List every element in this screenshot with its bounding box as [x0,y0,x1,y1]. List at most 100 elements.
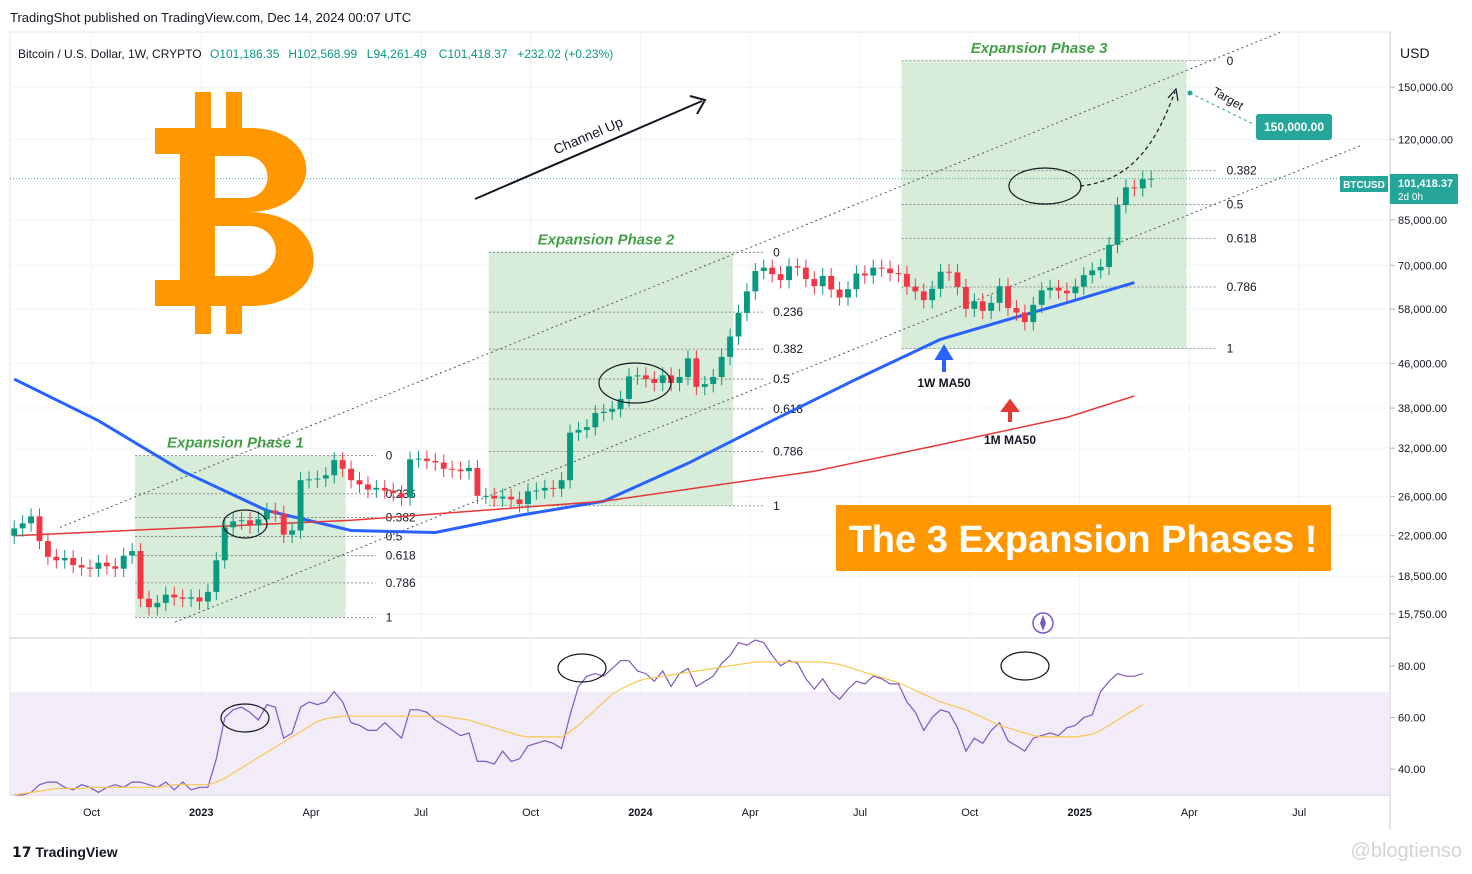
time-tick-label: Oct [83,807,100,819]
symbol-badge-label: BTCUSD [1343,180,1385,191]
fib-level-label: 0.5 [1227,198,1244,212]
candle-body [752,271,759,292]
phase-title: Expansion Phase 3 [971,40,1108,57]
candle-body [1122,187,1129,206]
candle-body [204,591,211,602]
candle-body [162,594,169,603]
candle-body [213,560,220,592]
candle-body [946,271,952,273]
candle-body [685,358,691,377]
candle-body [103,562,110,567]
price-tick-label: 22,000.00 [1398,531,1447,543]
ma50-monthly-arrow [1000,398,1020,422]
candle-body [154,602,161,608]
candle-body [668,375,675,383]
candle-body [1030,304,1037,323]
price-tick-label: 18,500.00 [1398,571,1447,583]
candle-body [398,493,405,498]
tradingview-logo[interactable]: 𝟭𝟳 TradingView [12,844,118,861]
candle-body [617,398,624,410]
candle-body [188,597,195,599]
ai-icon [1032,612,1054,634]
fib-level-label: 0 [386,449,393,463]
candle-body [903,273,910,287]
candle-body [870,267,877,276]
fib-level-label: 0.618 [386,549,416,563]
btc-bar [226,92,242,132]
candle-body [1106,244,1113,267]
target-connector [1189,92,1256,126]
ma50-weekly-arrow [934,344,954,372]
candle-body [1072,286,1079,294]
time-tick-label: Apr [1181,807,1198,819]
candle-body [887,268,894,274]
candle-body [836,289,843,298]
candle-body [491,495,498,499]
candle-body [525,491,531,504]
candle-body [1114,205,1121,245]
candle-body [179,597,186,599]
candle-body [221,527,228,561]
tv-brand-label: TradingView [35,844,118,860]
ohlc-chg: +232.02 (+0.23%) [517,47,613,61]
candle-body [272,510,279,514]
fib-level-label: 0.786 [773,445,803,459]
candle-body [937,271,944,289]
candle-body [558,480,565,489]
btc-glyph [155,128,314,306]
candle-body [61,557,68,561]
candle-body [348,468,355,481]
candle-body [1148,178,1155,180]
last-price-badge [1390,174,1458,204]
candle-body [146,598,152,608]
candle-body [575,429,582,433]
fib-level-label: 0.382 [1227,164,1257,178]
currency-label: USD [1400,45,1430,61]
price-tick-label: 58,000.00 [1398,304,1447,316]
ohlc-h: H102,568.99 [288,47,357,61]
ma50-monthly-label: 1M MA50 [984,433,1036,447]
highlight-ellipse [220,703,270,733]
candle-body [769,267,776,275]
time-tick-label: Jul [414,807,428,819]
candle-body [474,467,481,496]
rsi-tick-label: 80.00 [1398,661,1426,673]
candle-body [1131,187,1138,189]
candle-body [701,384,708,387]
candle-body [356,480,363,485]
candle-body [819,275,826,287]
candle-body [11,528,18,536]
candle-body [44,541,51,557]
time-tick-label: Jul [1292,807,1306,819]
price-tick-label: 85,000.00 [1398,215,1447,227]
candle-body [651,379,658,383]
candle-body [828,275,835,290]
candle-body [659,375,666,383]
candle-body [339,460,346,469]
candle-body [129,551,136,556]
candle-body [449,468,456,470]
candle-body [1097,266,1104,271]
headline-text: The 3 Expansion Phases ! [849,519,1318,561]
candle-body [322,475,329,479]
candle-body [364,484,371,490]
symbol-title: Bitcoin / U.S. Dollar, 1W, CRYPTO [18,47,202,61]
candle-body [1055,287,1062,291]
time-tick-label: 2024 [628,807,653,819]
candle-body [895,273,902,275]
highlight-ellipse [557,653,607,683]
candle-body [28,516,35,524]
candle-body [802,267,809,280]
candle-body [853,273,860,290]
price-tick-label: 46,000.00 [1398,358,1447,370]
fib-level-label: 0.618 [773,402,803,416]
candle-body [390,490,397,494]
candle-body [1139,179,1146,189]
ai-icon-star [1040,615,1046,631]
candle-body [112,566,119,569]
candle-body [36,516,43,542]
time-tick-label: Oct [522,807,539,819]
fib-level-label: 0.5 [773,372,790,386]
candle-body [1080,275,1087,287]
